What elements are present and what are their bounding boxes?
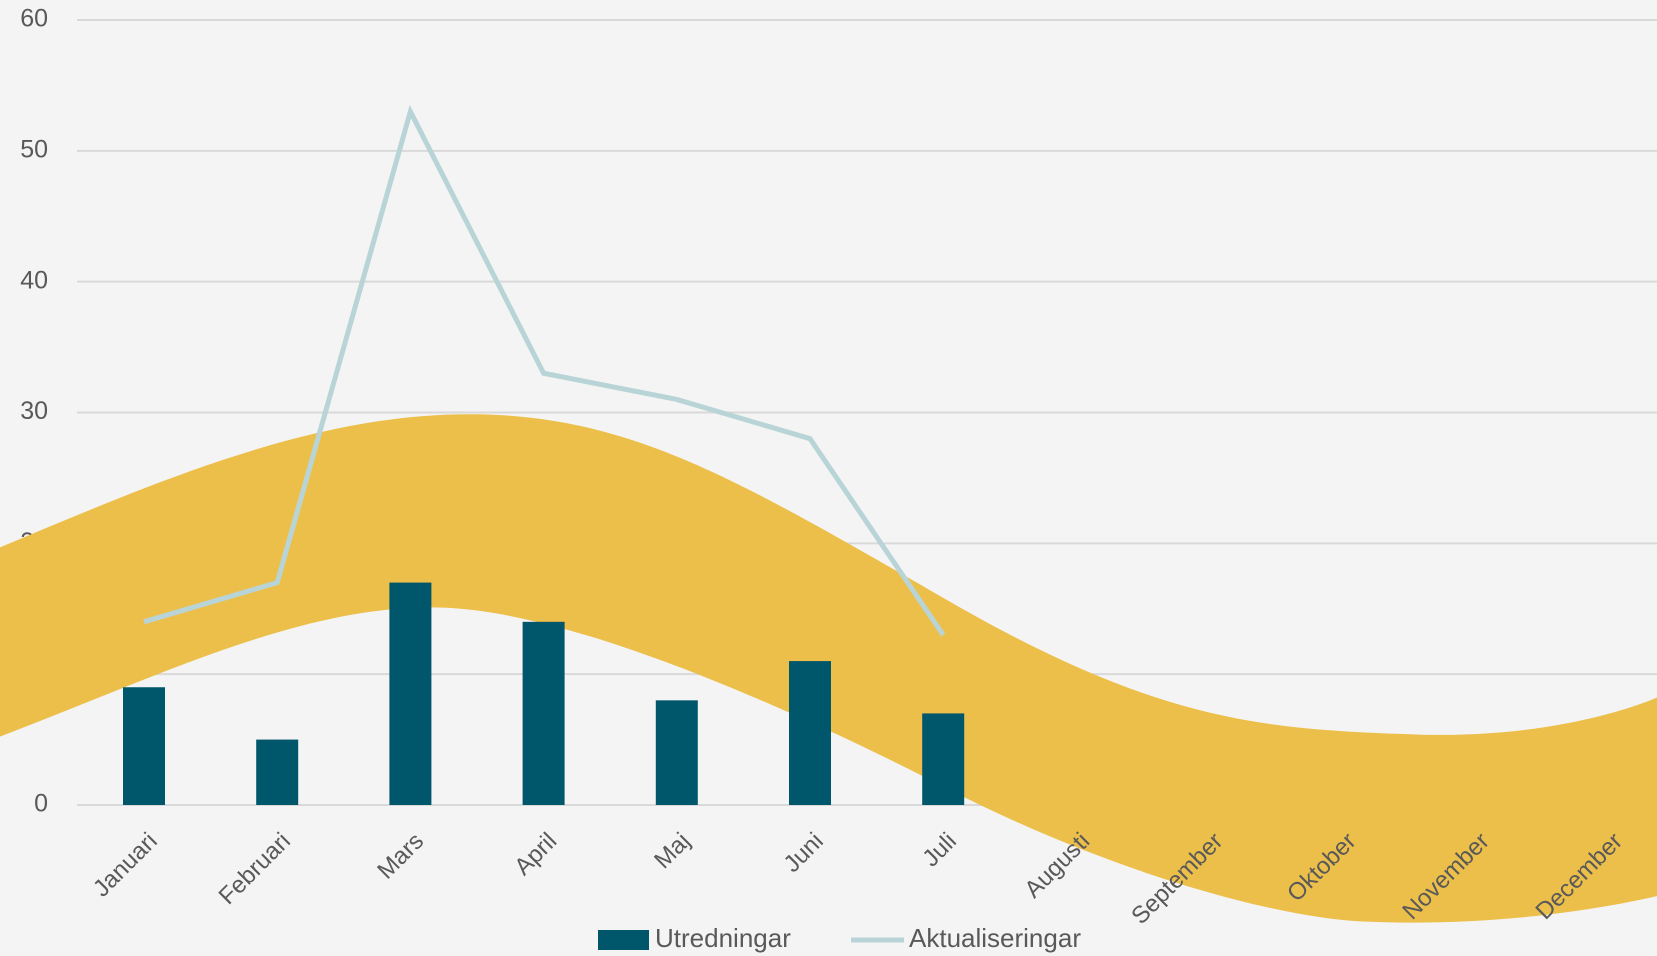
y-tick-label: 30 — [20, 397, 48, 425]
bar — [922, 713, 965, 805]
bar — [522, 621, 565, 805]
line — [143, 104, 946, 637]
bar — [123, 687, 165, 805]
bar — [389, 582, 432, 805]
legend-swatch — [598, 930, 649, 950]
y-tick-label: 0 — [34, 790, 48, 818]
y-tick-label: 60 — [20, 5, 48, 33]
y-tick-label: 40 — [20, 266, 48, 294]
legend-label: Utredningar — [655, 923, 791, 953]
bar — [256, 739, 299, 805]
bar — [655, 700, 698, 805]
y-tick-label: 50 — [20, 135, 48, 163]
bar — [789, 661, 831, 805]
legend-label: Aktualiseringar — [909, 923, 1081, 953]
